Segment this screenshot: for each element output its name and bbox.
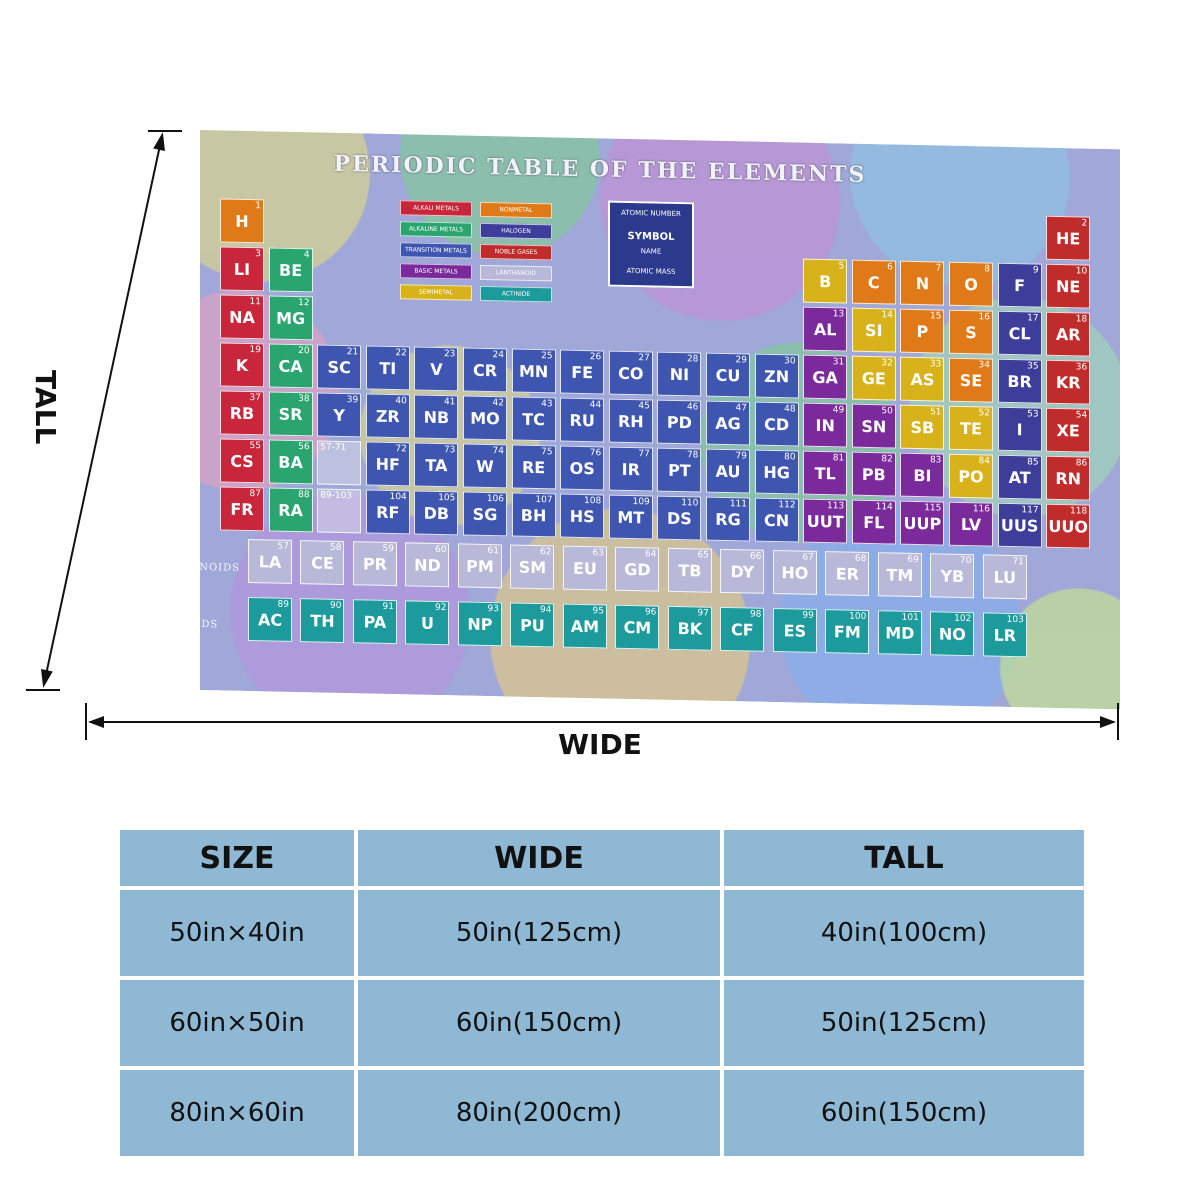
size-table-cell: 60in(150cm) xyxy=(724,1070,1084,1156)
tall-arrow-bottom-tick xyxy=(26,689,60,691)
size-table-header: TALL xyxy=(724,830,1084,886)
size-table: SIZE WIDE TALL 50in×40in 50in(125cm) 40in(100… xyxy=(120,830,1086,1162)
dimension-arrows xyxy=(41,132,1119,740)
wide-label: WIDE xyxy=(558,728,642,761)
size-table-cell: 60in(150cm) xyxy=(358,980,720,1066)
size-table-cell: 40in(100cm) xyxy=(724,890,1084,976)
size-table-cell: 50in×40in xyxy=(120,890,354,976)
size-table-cell: 60in×50in xyxy=(120,980,354,1066)
size-table-cell: 50in(125cm) xyxy=(358,890,720,976)
size-table-header: SIZE xyxy=(120,830,354,886)
blanket-photo: PERIODIC TABLE OF THE ELEMENTS ALKALI ME… xyxy=(26,130,1120,761)
size-table-cell: 80in(200cm) xyxy=(358,1070,720,1156)
tall-label: TALL xyxy=(29,370,62,445)
size-table-cell: 50in(125cm) xyxy=(724,980,1084,1066)
tall-arrow-top-tick xyxy=(148,130,182,132)
size-table-header: WIDE xyxy=(358,830,720,886)
size-table-cell: 80in×60in xyxy=(120,1070,354,1156)
